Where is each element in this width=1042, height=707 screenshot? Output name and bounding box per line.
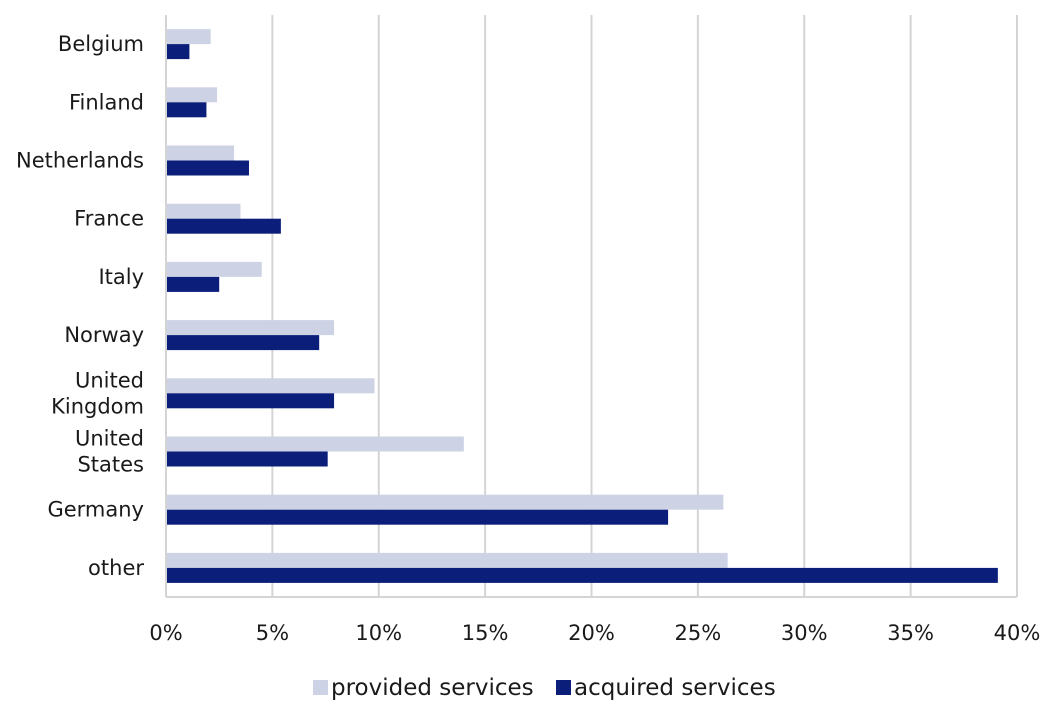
bar-acquired-services — [166, 276, 220, 292]
category-label: other — [88, 556, 144, 580]
category-label: States — [77, 453, 144, 477]
bar-provided-services — [166, 320, 335, 336]
category-label: Belgium — [58, 32, 144, 56]
gridlines — [271, 15, 1018, 597]
x-tick-label: 30% — [781, 621, 828, 645]
bars — [166, 29, 998, 583]
bar-provided-services — [166, 203, 241, 219]
bar-acquired-services — [166, 509, 669, 525]
axes: 0% 5% 10% 15% 20% 25% 30% 35% 40% Belgium Finland N… — [16, 15, 1040, 645]
bar-acquired-services — [166, 393, 335, 409]
bar-acquired-services — [166, 451, 328, 467]
category-label: Finland — [69, 90, 144, 114]
category-label: Kingdom — [51, 394, 144, 418]
bar-acquired-services — [166, 218, 281, 234]
bar-acquired-services — [166, 567, 998, 583]
x-tick-label: 40% — [994, 621, 1041, 645]
bar-acquired-services — [166, 102, 207, 118]
legend: provided services acquired services — [313, 675, 776, 701]
category-label: France — [74, 207, 144, 231]
bar-provided-services — [166, 494, 724, 510]
legend-label: provided services — [331, 675, 534, 701]
bar-provided-services — [166, 378, 375, 394]
x-tick-label: 10% — [355, 621, 402, 645]
bar-provided-services — [166, 261, 262, 277]
legend-label: acquired services — [574, 675, 776, 701]
legend-swatch — [313, 680, 328, 695]
bar-acquired-services — [166, 160, 249, 176]
category-label: United — [75, 368, 144, 392]
category-label: Italy — [98, 265, 144, 289]
bar-provided-services — [166, 552, 728, 568]
bar-provided-services — [166, 87, 218, 103]
bar-provided-services — [166, 145, 235, 161]
bar-provided-services — [166, 29, 211, 45]
legend-swatch — [556, 680, 571, 695]
category-label: Germany — [47, 498, 144, 522]
category-label: United — [75, 427, 144, 451]
x-tick-label: 25% — [675, 621, 722, 645]
x-tick-label: 5% — [256, 621, 289, 645]
category-label: Norway — [64, 323, 144, 347]
x-tick-label: 20% — [568, 621, 615, 645]
bar-acquired-services — [166, 335, 320, 351]
category-label: Netherlands — [16, 149, 144, 173]
bar-acquired-services — [166, 44, 190, 60]
x-tick-label: 35% — [887, 621, 934, 645]
x-tick-label: 0% — [149, 621, 182, 645]
x-tick-label: 15% — [462, 621, 509, 645]
bar-provided-services — [166, 436, 464, 452]
